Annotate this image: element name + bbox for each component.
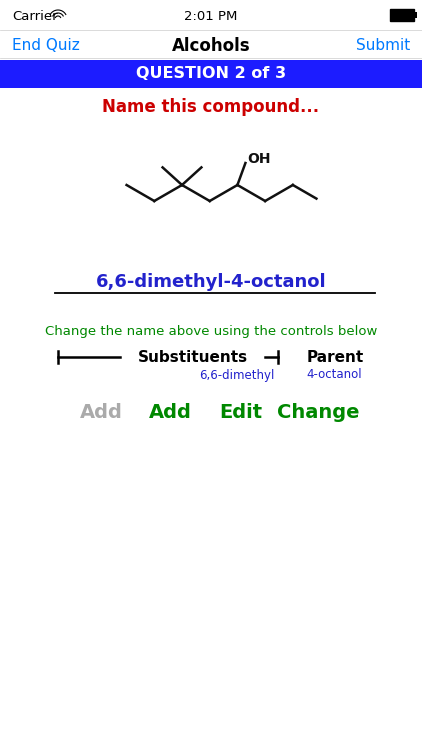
- Text: QUESTION 2 of 3: QUESTION 2 of 3: [136, 67, 286, 82]
- Text: Substituents: Substituents: [138, 350, 248, 364]
- Text: 6,6-dimethyl: 6,6-dimethyl: [199, 368, 275, 382]
- Text: Add: Add: [149, 403, 192, 422]
- Bar: [390, 9, 414, 21]
- Text: OH: OH: [247, 152, 271, 166]
- Text: End Quiz: End Quiz: [12, 38, 80, 53]
- Bar: [0, 60, 422, 88]
- Text: 2:01 PM: 2:01 PM: [184, 10, 238, 22]
- Text: Change the name above using the controls below: Change the name above using the controls…: [45, 326, 377, 338]
- Text: Add: Add: [80, 403, 122, 422]
- Text: 6,6-dimethyl-4-octanol: 6,6-dimethyl-4-octanol: [96, 273, 326, 291]
- Text: 4-octanol: 4-octanol: [306, 368, 362, 382]
- Text: Carrier: Carrier: [12, 10, 58, 22]
- Text: Parent: Parent: [306, 350, 364, 364]
- Text: Name this compound...: Name this compound...: [103, 98, 319, 116]
- Text: Alcohols: Alcohols: [172, 37, 250, 55]
- Text: Edit: Edit: [219, 403, 262, 422]
- Text: Submit: Submit: [356, 38, 410, 53]
- Text: Change: Change: [277, 403, 359, 422]
- Bar: [414, 12, 417, 18]
